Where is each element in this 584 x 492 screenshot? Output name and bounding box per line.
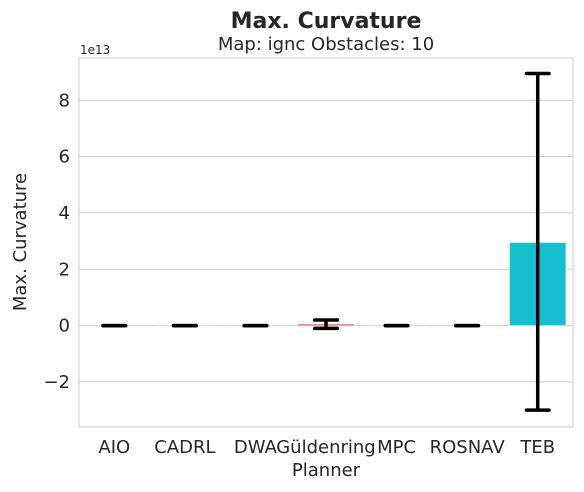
y-tick-label: 0 xyxy=(59,316,70,337)
error-bar xyxy=(312,318,340,331)
x-tick-label: DWA xyxy=(234,437,278,458)
bars xyxy=(85,242,567,327)
y-tick-label: 4 xyxy=(59,203,70,224)
x-tick-label: AIO xyxy=(98,437,130,458)
x-axis-label: Planner xyxy=(292,460,361,481)
plot-frame xyxy=(78,57,574,428)
x-tick-labels: AIO CADRL DWA Güldenring MPC ROSNAV TEB xyxy=(98,437,555,458)
x-tick-label: Güldenring xyxy=(276,437,376,458)
y-axis-label: Max. Curvature xyxy=(10,173,31,311)
chart-title: Max. Curvature xyxy=(231,9,422,34)
error-bars xyxy=(101,71,551,412)
y-tick-labels: −2 0 2 4 6 8 xyxy=(43,90,70,393)
x-tick-label: ROSNAV xyxy=(430,437,506,458)
error-bar xyxy=(524,71,551,412)
y-tick-label: 6 xyxy=(59,147,70,168)
grid-lines xyxy=(79,99,573,383)
chart-subtitle: Map: ignc Obstacles: 10 xyxy=(218,34,434,55)
x-tick-label: CADRL xyxy=(154,437,215,458)
x-tick-label: TEB xyxy=(519,437,555,458)
x-tick-label: MPC xyxy=(377,437,416,458)
y-tick-label: −2 xyxy=(43,372,70,393)
y-tick-label: 8 xyxy=(59,90,70,111)
y-offset-label: 1e13 xyxy=(80,43,110,57)
y-tick-label: 2 xyxy=(59,259,70,280)
